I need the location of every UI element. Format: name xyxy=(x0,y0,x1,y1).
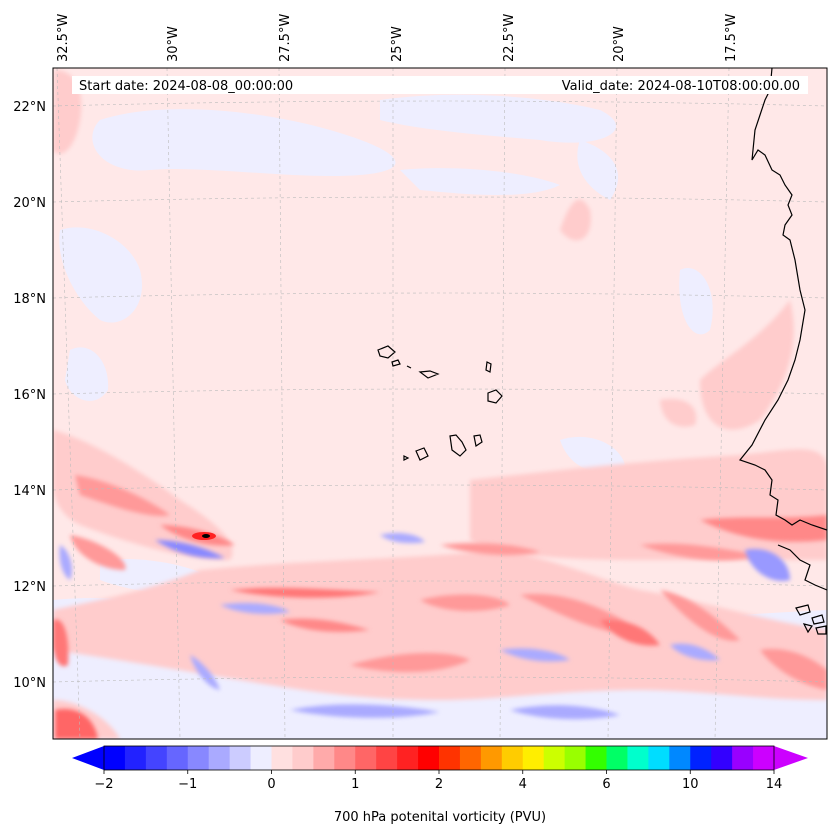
colorbar-segment xyxy=(585,746,607,770)
graticule xyxy=(53,68,827,739)
header-box xyxy=(72,76,808,94)
colorbar-tick-label: 6 xyxy=(602,777,610,792)
colorbar-segment xyxy=(418,746,440,770)
colorbar-segment xyxy=(334,746,356,770)
colorbar: −2 −1 0 1 2 4 6 10 14 700 hPa potenital vorticit… xyxy=(72,745,808,825)
colorbar-segment xyxy=(522,746,545,770)
lon-label: 25°W xyxy=(390,26,405,62)
colorbar-segment xyxy=(124,746,147,770)
colorbar-segment xyxy=(480,746,503,770)
colorbar-tick-label: 14 xyxy=(766,777,783,792)
colorbar-segment xyxy=(564,746,587,770)
colorbar-segment xyxy=(648,746,670,770)
guinea-bissau-islands xyxy=(795,604,827,635)
latitude-labels: 22°N 20°N 18°N 16°N 14°N 12°N 10°N xyxy=(13,100,46,691)
colorbar-segment xyxy=(543,746,566,770)
positive-pv-light xyxy=(53,70,827,739)
longitude-labels: 32.5°W 30°W 27.5°W 25°W 22.5°W 20°W 17.5… xyxy=(56,14,739,62)
colorbar-ticks: −2 −1 0 1 2 4 6 10 14 xyxy=(94,770,782,792)
start-date-label: Start date: 2024-08-08_00:00:00 xyxy=(79,79,293,94)
colorbar-tick-label: 10 xyxy=(682,777,699,792)
lat-label: 18°N xyxy=(13,292,46,307)
lat-label: 16°N xyxy=(13,388,46,403)
colorbar-segment xyxy=(166,746,189,770)
lat-label: 14°N xyxy=(13,484,46,499)
colorbar-segment xyxy=(459,746,482,770)
colorbar-segment xyxy=(355,746,377,770)
colorbar-segment xyxy=(145,746,168,770)
colorbar-segment xyxy=(292,746,314,770)
map-frame xyxy=(52,67,828,740)
colorbar-segment xyxy=(376,746,398,770)
lon-label: 27.5°W xyxy=(278,14,293,62)
lon-label: 20°W xyxy=(612,26,627,62)
islands xyxy=(377,345,503,461)
positive-pv-strong xyxy=(53,475,827,739)
africa-coastline xyxy=(738,68,827,591)
lon-label: 22.5°W xyxy=(502,14,517,62)
colorbar-tick-label: −2 xyxy=(94,777,113,792)
colorbar-segment xyxy=(753,746,775,770)
colorbar-segment xyxy=(732,746,754,770)
colorbar-tick-label: 1 xyxy=(351,777,359,792)
colorbar-segment xyxy=(229,746,252,770)
colorbar-segment xyxy=(397,746,419,770)
colorbar-segment xyxy=(208,746,231,770)
colorbar-segment xyxy=(711,746,733,770)
lat-label: 12°N xyxy=(13,580,46,595)
lat-label: 22°N xyxy=(13,100,46,115)
colorbar-segment xyxy=(501,746,524,770)
colorbar-segment xyxy=(313,746,335,770)
colorbar-tick-label: −1 xyxy=(178,777,197,792)
colorbar-tick-label: 2 xyxy=(435,777,443,792)
colorbar-segments xyxy=(104,746,775,770)
colorbar-tick-label: 4 xyxy=(519,777,527,792)
negative-pv-streaks xyxy=(59,532,790,720)
lat-label: 20°N xyxy=(13,196,46,211)
lon-label: 30°W xyxy=(166,26,181,62)
colorbar-segment xyxy=(669,746,691,770)
colorbar-extend-high xyxy=(774,746,808,770)
colorbar-segment xyxy=(250,746,272,770)
colorbar-extend-low xyxy=(72,746,104,770)
pv-maximum xyxy=(192,532,216,540)
colorbar-segment xyxy=(439,746,461,770)
colorbar-tick-label: 0 xyxy=(267,777,275,792)
colorbar-segment xyxy=(690,746,712,770)
coastlines xyxy=(377,68,827,635)
valid-date-label: Valid_date: 2024-08-10T08:00:00.00 xyxy=(562,79,800,94)
colorbar-segment xyxy=(606,746,628,770)
colorbar-segment xyxy=(271,746,293,770)
pv-field xyxy=(53,68,827,739)
colorbar-segment xyxy=(187,746,210,770)
lon-label: 32.5°W xyxy=(56,14,71,62)
colorbar-segment xyxy=(104,746,126,770)
colorbar-title: 700 hPa potenital vorticity (PVU) xyxy=(334,810,546,825)
lon-label: 17.5°W xyxy=(724,14,739,62)
colorbar-segment xyxy=(627,746,649,770)
lat-label: 10°N xyxy=(13,676,46,691)
